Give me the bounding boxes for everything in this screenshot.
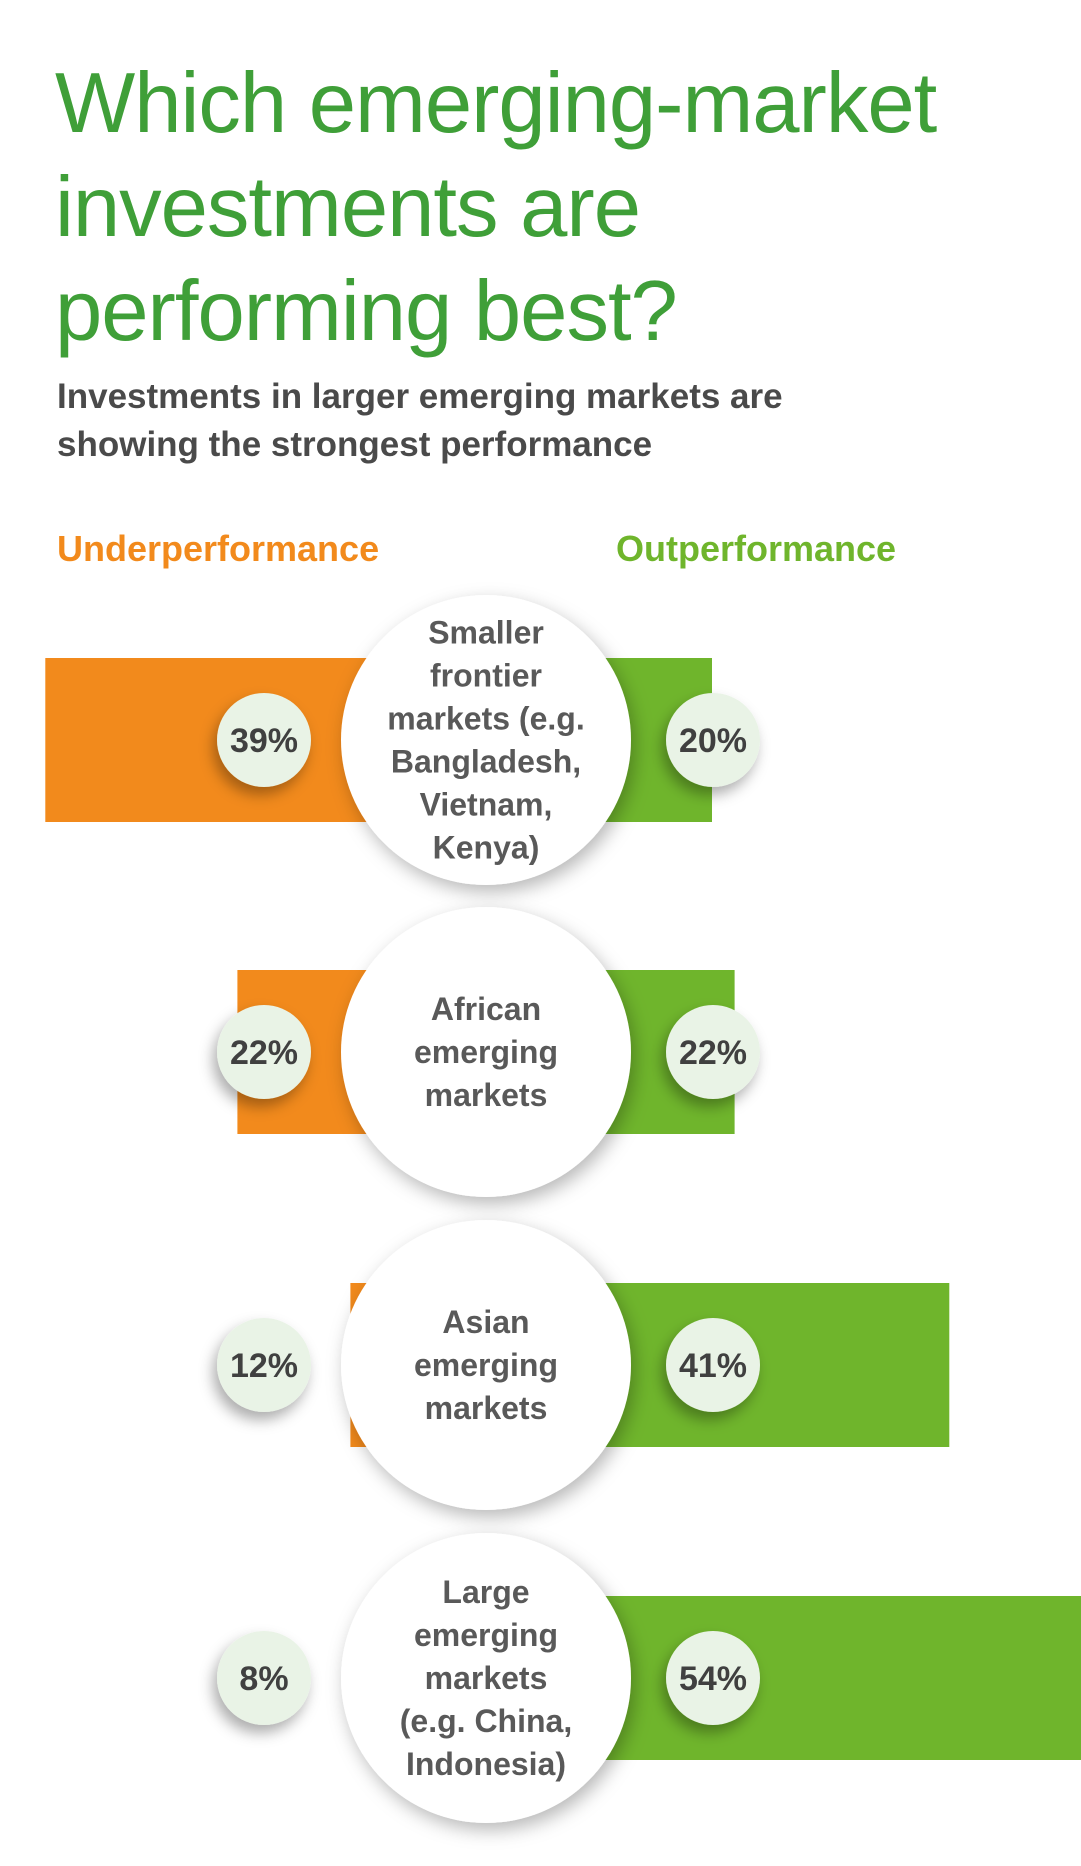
value-label-underperformance: 12%	[230, 1347, 298, 1385]
value-badge-underperformance	[217, 693, 311, 787]
category-label: markets (e.g.	[387, 701, 584, 737]
legend-outperformance: Outperformance	[616, 528, 897, 569]
value-label-outperformance: 20%	[679, 722, 747, 760]
category-label: African	[431, 991, 541, 1027]
category-label: (e.g. China,	[400, 1703, 572, 1739]
page-subtitle: Investments in larger emerging markets a…	[57, 377, 783, 464]
category-label: markets	[425, 1077, 548, 1113]
category-label: Bangladesh,	[391, 744, 581, 780]
value-label-underperformance: 39%	[230, 722, 298, 760]
value-badge-underperformance	[217, 1318, 311, 1412]
category-circle	[341, 907, 631, 1197]
value-label-outperformance: 54%	[679, 1660, 747, 1698]
category-circles-layer: Smaller frontier markets (e.g. Bangladesh, V…	[341, 595, 631, 1823]
value-label-outperformance: 22%	[679, 1034, 747, 1072]
value-badge-underperformance	[217, 1005, 311, 1099]
value-badges-layer: 39% 20% 22% 22% 12% 41% 8% 54%	[217, 693, 760, 1725]
category-label: emerging	[414, 1347, 558, 1383]
legend-underperformance: Underperformance	[57, 528, 380, 569]
category-label: markets	[425, 1390, 548, 1426]
value-label-underperformance: 8%	[239, 1660, 288, 1698]
value-badge-outperformance	[666, 693, 760, 787]
category-circle	[341, 1220, 631, 1510]
value-badge-outperformance	[666, 1005, 760, 1099]
page-title: Which emerging-market investments are pe…	[55, 56, 937, 359]
category-label: Indonesia)	[406, 1746, 566, 1782]
category-label: Vietnam,	[420, 787, 553, 823]
category-label: Asian	[442, 1304, 529, 1340]
category-label: Smaller	[428, 615, 544, 651]
category-label: Large	[442, 1574, 529, 1610]
value-badge-outperformance	[666, 1631, 760, 1725]
category-label: emerging	[414, 1617, 558, 1653]
category-label: markets	[425, 1660, 548, 1696]
category-circle	[341, 595, 631, 885]
category-label: frontier	[430, 658, 542, 694]
category-label: emerging	[414, 1034, 558, 1070]
category-label: Kenya)	[433, 830, 540, 866]
category-circle	[341, 1533, 631, 1823]
value-label-outperformance: 41%	[679, 1347, 747, 1385]
value-badge-underperformance	[217, 1631, 311, 1725]
value-badge-outperformance	[666, 1318, 760, 1412]
value-label-underperformance: 22%	[230, 1034, 298, 1072]
